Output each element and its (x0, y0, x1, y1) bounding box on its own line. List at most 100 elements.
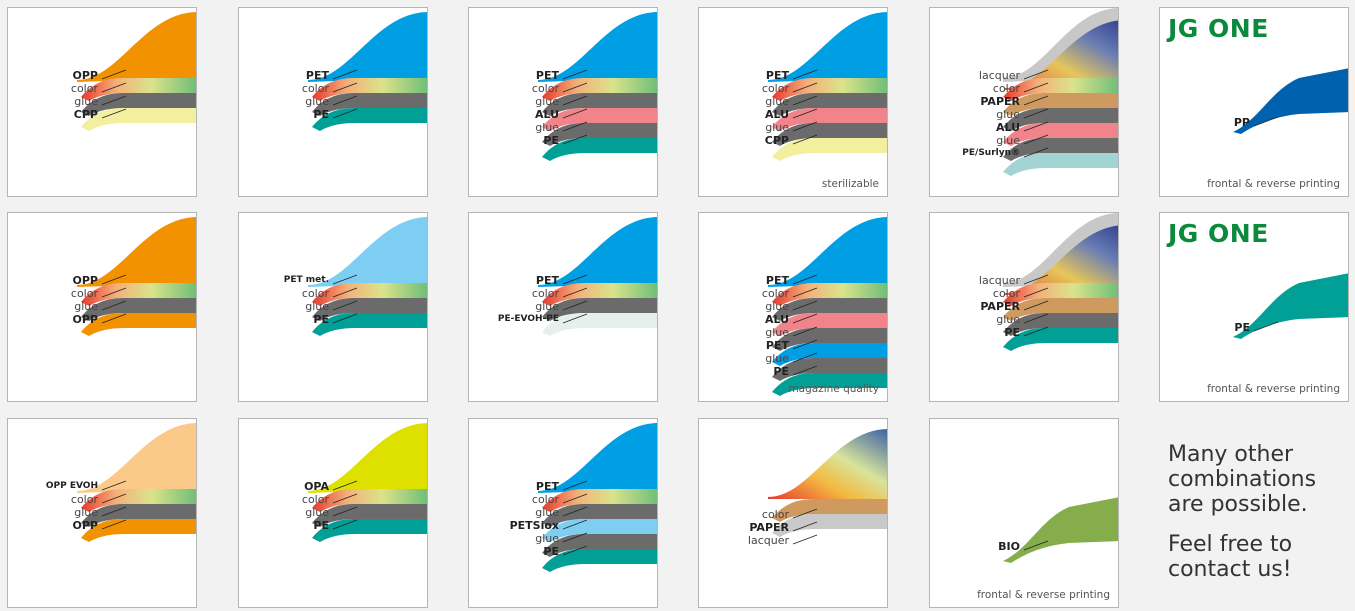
layer-label: glue (535, 121, 559, 134)
layer-label: glue (765, 352, 789, 365)
structure-card: PET color glue ALU glue PE (468, 7, 658, 197)
layer-label: color (301, 287, 329, 300)
single-film-layer (1233, 68, 1348, 134)
card-note: frontal & reverse printing (1207, 178, 1340, 190)
laminate-diagram (1233, 68, 1348, 134)
layer-label: PET (535, 69, 559, 82)
leader-line (1023, 108, 1049, 119)
layer-label: color (531, 493, 559, 506)
leader-line (332, 69, 358, 80)
laminate-layer-pe (1003, 328, 1118, 351)
laminate-layer-glue (542, 504, 657, 527)
laminate-layer-glue (1003, 313, 1118, 336)
leader-line (562, 493, 588, 504)
leader-line (1023, 95, 1049, 106)
top-film-layer (768, 217, 887, 287)
leader-line (562, 545, 588, 556)
laminate-layer-color (772, 283, 887, 306)
laminate-layer-lacquer (772, 514, 887, 537)
layer-label: CPP (764, 134, 789, 147)
message-combinations: Many other combinations are possible. (1168, 442, 1317, 517)
leader-line (101, 493, 127, 504)
laminate-layer-pe (772, 373, 887, 396)
laminate-layer-glue (1003, 138, 1118, 161)
leader-line (101, 108, 127, 119)
laminate-layer-alu (772, 108, 887, 131)
leader-line (562, 313, 588, 324)
layer-label: OPA (304, 480, 329, 493)
laminate-layer-color (1003, 283, 1118, 306)
leader-line (792, 121, 818, 132)
layer-label: color (70, 287, 98, 300)
leader-line (332, 108, 358, 119)
leader-line (562, 287, 588, 298)
laminate-diagram (538, 12, 657, 161)
jg-one-logo: JG ONE (1168, 14, 1269, 43)
structure-card: PET color glue ALU glue CPP sterilizable (698, 7, 888, 197)
layer-label: color (301, 493, 329, 506)
laminate-layer-color (542, 283, 657, 306)
leader-line (332, 95, 358, 106)
laminate-layer-opp (81, 313, 196, 336)
leader-line (332, 506, 358, 517)
leader-line (101, 69, 127, 80)
card-note: frontal & reverse printing (977, 589, 1110, 601)
laminate-diagram (768, 12, 887, 161)
laminate-layer-glue (772, 328, 887, 351)
leader-line (101, 287, 127, 298)
layer-label: color (761, 287, 789, 300)
structure-card: PET color glue ALU glue PET glue PE magazine qua… (698, 212, 888, 402)
card-note: frontal & reverse printing (1207, 383, 1340, 395)
layer-label: PET (535, 274, 559, 287)
layer-label: glue (535, 532, 559, 545)
leader-line (792, 108, 818, 119)
structure-card: PET color glue PE-EVOH-PE (468, 212, 658, 402)
laminate-layer-pe (312, 108, 427, 131)
layer-label: glue (535, 506, 559, 519)
leader-line (562, 121, 588, 132)
leader-line (1023, 121, 1049, 132)
laminate-layer-pe (312, 519, 427, 542)
laminate-layer-glue (312, 504, 427, 527)
layer-label: OPP EVOH (45, 481, 98, 491)
laminate-diagram (1003, 497, 1118, 563)
leader-line (562, 274, 588, 285)
top-film-layer (77, 217, 196, 287)
leader-line (1023, 313, 1049, 324)
layer-label: glue (305, 506, 329, 519)
laminate-diagram (77, 423, 196, 542)
structure-card: OPP EVOH color glue OPP (7, 418, 197, 608)
layer-label: color (301, 82, 329, 95)
leader-line (332, 274, 358, 285)
leader-line (792, 313, 818, 324)
layer-label: color (761, 82, 789, 95)
layer-label: glue (305, 300, 329, 313)
top-film-layer (77, 12, 196, 82)
layer-label: ALU (764, 108, 789, 121)
structure-card: lacquer color PAPER glue ALU glue PE/Surlyn® (929, 7, 1119, 197)
laminate-diagram (1233, 273, 1348, 339)
layer-label: PET (765, 274, 789, 287)
leader-line (332, 493, 358, 504)
laminate-layer-glue (542, 298, 657, 321)
laminate-diagram (308, 217, 427, 336)
leader-line (1023, 134, 1049, 145)
layer-label: glue (996, 134, 1020, 147)
layer-label: PETSiox (509, 519, 559, 532)
layer-label: PE (543, 545, 559, 558)
layer-label: color (761, 508, 789, 521)
laminate-layer-glue (81, 93, 196, 116)
layer-label: PE-EVOH-PE (497, 314, 559, 324)
leader-line (792, 82, 818, 93)
structure-card: PET color glue PETSiox glue PE (468, 418, 658, 608)
leader-line (101, 82, 127, 93)
leader-line (332, 313, 358, 324)
layer-label: PE (543, 134, 559, 147)
layer-label: glue (765, 326, 789, 339)
layer-label: PAPER (980, 95, 1020, 108)
top-film-layer (308, 217, 427, 287)
structure-card: OPA color glue PE (238, 418, 428, 608)
leader-line (562, 69, 588, 80)
leader-line (792, 300, 818, 311)
layer-label: color (70, 82, 98, 95)
